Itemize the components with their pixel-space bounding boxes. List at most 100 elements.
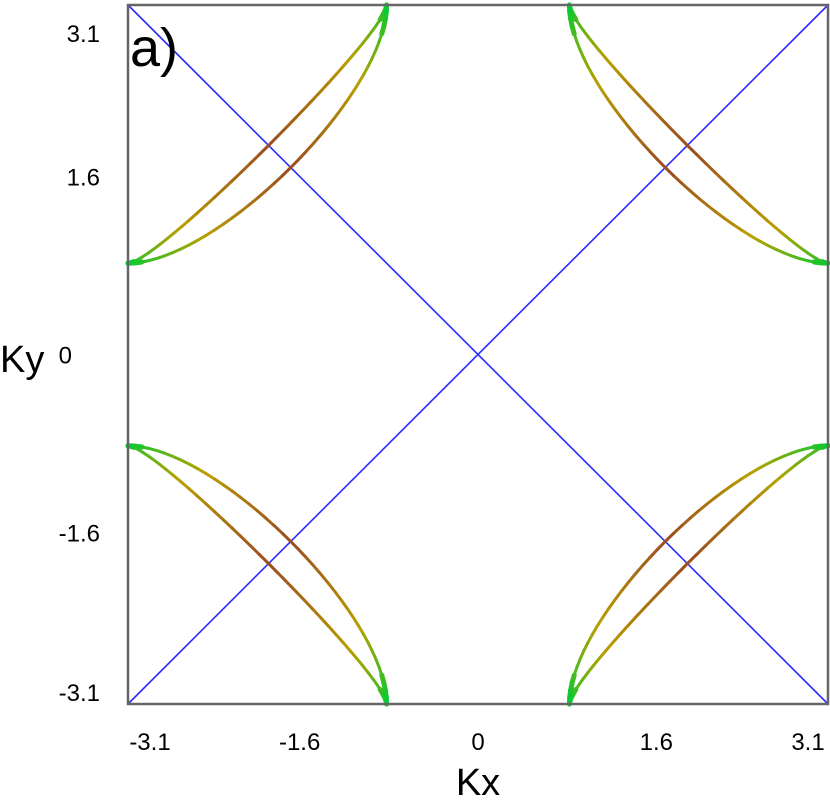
panel-label: a)	[130, 18, 178, 78]
pocket-bottom-left-arc-2-segment	[281, 532, 293, 543]
pocket-bottom-left-arc-1-segment	[221, 518, 234, 530]
pocket-bottom-right-arc-2-segment	[663, 532, 675, 543]
pocket-bottom-left-arc-2-segment	[346, 607, 355, 620]
pocket-top-left-arc-1-segment	[302, 98, 315, 111]
pocket-bottom-right-arc-1-segment	[610, 633, 622, 645]
pocket-top-left-arc-1-segment	[212, 187, 225, 200]
pocket-top-left-arc-2-segment	[196, 233, 208, 242]
pocket-top-right-arc-1-segment	[667, 125, 680, 138]
pocket-top-left-arc-2-segment	[366, 56, 374, 68]
pocket-bottom-left-arc-2-segment	[272, 524, 285, 536]
pocket-top-right-arc-2-segment	[648, 149, 659, 161]
pocket-top-left-arc-1-segment	[276, 125, 289, 138]
pocket-bottom-left-arc-1-segment	[267, 562, 280, 575]
pocket-top-left-arc-2-segment	[351, 81, 361, 93]
diagonal-2-line	[127, 4, 829, 705]
pocket-bottom-right-arc-2-segment	[590, 624, 599, 637]
pocket-top-left-arc-1-segment	[257, 143, 271, 156]
pocket-top-right-arc-1-segment	[713, 170, 726, 183]
pocket-top-left-arc-2-segment	[346, 89, 355, 102]
pocket-bottom-right-arc-1-segment	[731, 509, 744, 522]
pocket-top-left-arc-2-segment	[272, 173, 285, 185]
pocket-bottom-left-arc-1-segment	[327, 625, 338, 637]
pocket-bottom-right-arc-2-segment	[595, 616, 605, 628]
pocket-top-left-arc-1-segment	[204, 196, 216, 208]
pocket-top-right-arc-2-segment	[748, 233, 760, 242]
pocket-bottom-right-arc-1-segment	[597, 649, 608, 660]
pocket-bottom-left-arc-2-segment	[204, 472, 217, 481]
pocket-top-right-arc-2-segment	[633, 132, 644, 145]
pocket-bottom-left-arc-1-segment	[257, 553, 271, 566]
pocket-bottom-right-arc-1-segment	[618, 625, 629, 637]
pocket-top-right-arc-1-segment	[748, 204, 761, 215]
pocket-bottom-right-arc-1-segment	[695, 544, 708, 557]
pocket-top-right-arc-1-segment	[731, 187, 744, 200]
pocket-bottom-left-arc-2-segment	[326, 581, 337, 594]
pocket-bottom-right-arc-2-segment	[765, 458, 777, 466]
pocket-top-left-arc-2-segment	[362, 64, 370, 76]
pocket-bottom-right-arc-1-segment	[591, 656, 601, 668]
pocket-top-left-arc-1-segment	[187, 211, 199, 222]
pocket-bottom-left-arc-1-segment	[230, 526, 243, 539]
pocket-top-left-arc-2-segment	[326, 115, 337, 128]
pocket-top-left-arc-1-segment	[230, 170, 243, 183]
pocket-bottom-right-arc-2-segment	[714, 489, 726, 499]
pocket-bottom-right-arc-1-segment	[676, 562, 689, 575]
pocket-top-right-arc-2-segment	[705, 203, 718, 214]
pocket-bottom-right-arc-1-segment	[685, 553, 699, 566]
pocket-top-left-arc-1-segment	[285, 116, 298, 129]
pocket-top-left-arc-2-segment	[264, 181, 276, 193]
pocket-bottom-right-arc-2-segment	[582, 641, 590, 653]
pocket-bottom-right-arc-2-segment	[696, 502, 709, 513]
pocket-top-left-arc-2-segment	[187, 238, 200, 247]
pocket-top-right-arc-1-segment	[780, 231, 792, 241]
pocket-top-left-arc-2-segment	[179, 243, 191, 251]
pocket-top-right-arc-2-segment	[595, 81, 605, 93]
pocket-top-left-arc-2-segment	[213, 222, 225, 232]
pocket-bottom-left-arc-2-segment	[297, 548, 308, 560]
pocket-top-left-arc-2-segment	[221, 216, 234, 226]
pocket-top-left-arc-1-segment	[311, 89, 323, 102]
pocket-top-right-arc-1-segment	[773, 225, 784, 235]
pocket-top-right-arc-2-segment	[640, 141, 652, 153]
pocket-bottom-right-arc-2-segment	[722, 483, 735, 493]
pocket-bottom-left-arc-2-segment	[213, 477, 225, 487]
pocket-bottom-left-arc-1-segment	[311, 607, 323, 620]
pocket-bottom-left-arc-1-segment	[319, 616, 331, 629]
pocket-bottom-left-arc-1-segment	[187, 487, 199, 498]
pocket-top-left-arc-2-segment	[339, 98, 350, 111]
pocket-bottom-right-arc-2-segment	[619, 581, 630, 594]
pocket-top-right-arc-2-segment	[688, 189, 700, 200]
pocket-top-right-arc-1-segment	[695, 152, 708, 165]
pocket-top-left-arc-1-segment	[327, 72, 338, 84]
pocket-bottom-right-arc-2-segment	[613, 590, 623, 602]
pocket-bottom-right-arc-1-segment	[641, 598, 654, 611]
pocket-top-right-arc-2-segment	[613, 107, 623, 119]
pocket-bottom-left-arc-1-segment	[302, 598, 315, 611]
pocket-bottom-left-arc-1-segment	[342, 641, 352, 653]
pocket-bottom-right-arc-1-segment	[740, 501, 752, 513]
pocket-bottom-right-arc-2-segment	[633, 564, 644, 577]
pocket-top-right-arc-2-segment	[680, 181, 692, 193]
pocket-bottom-left-arc-2-segment	[196, 467, 208, 476]
pocket-bottom-right-arc-2-segment	[756, 462, 769, 471]
pocket-bottom-right-arc-2-segment	[655, 539, 667, 552]
pocket-top-right-arc-2-segment	[663, 166, 675, 177]
pocket-bottom-left-arc-2-segment	[362, 633, 370, 645]
pocket-bottom-right-arc-1-segment	[625, 616, 637, 629]
pocket-top-left-arc-2-segment	[230, 210, 242, 220]
pocket-bottom-left-arc-1-segment	[355, 656, 365, 668]
pocket-top-right-arc-1-segment	[625, 80, 637, 93]
pocket-top-right-arc-2-segment	[671, 173, 684, 185]
pocket-bottom-left-arc-1-segment	[248, 544, 261, 557]
pocket-bottom-right-arc-1-segment	[780, 468, 792, 478]
pocket-top-right-arc-2-segment	[626, 124, 637, 136]
y-tick-label: 0	[59, 343, 72, 370]
pocket-bottom-left-arc-2-segment	[264, 516, 276, 528]
pocket-bottom-left-arc-2-segment	[339, 598, 350, 611]
x-axis-label: Kx	[456, 762, 500, 800]
pocket-top-left-arc-2-segment	[333, 107, 343, 119]
x-tick-label: -1.6	[279, 729, 320, 756]
pocket-bottom-left-arc-2-segment	[187, 462, 200, 471]
pocket-top-left-arc-1-segment	[348, 49, 359, 60]
